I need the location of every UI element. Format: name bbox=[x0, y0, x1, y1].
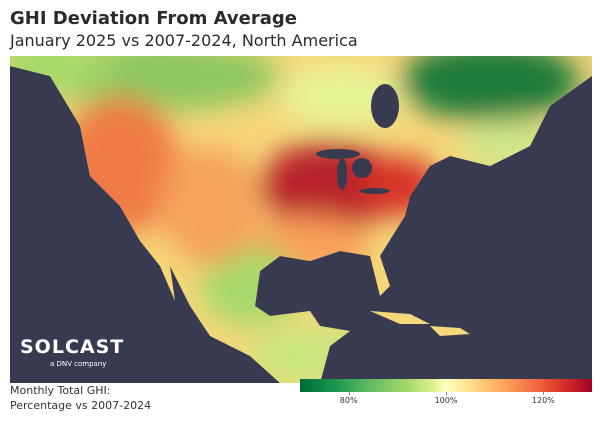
tick-mark bbox=[446, 392, 447, 395]
great-lakes bbox=[316, 84, 399, 194]
legend-label: Monthly Total GHI: Percentage vs 2007-20… bbox=[10, 383, 151, 413]
solcast-logo: SOLCAST a DNV company bbox=[20, 336, 124, 368]
legend-label-line1: Monthly Total GHI: bbox=[10, 384, 111, 397]
tick-mark bbox=[543, 392, 545, 395]
land-heatmap bbox=[10, 56, 592, 383]
color-scale-bar bbox=[300, 379, 592, 392]
ghi-deviation-map: SOLCAST a DNV company bbox=[10, 56, 592, 383]
map-title: GHI Deviation From Average bbox=[10, 8, 297, 29]
logo-name: SOLCAST bbox=[20, 336, 125, 358]
logo-tagline: a DNV company bbox=[50, 360, 107, 368]
map-subtitle: January 2025 vs 2007-2024, North America bbox=[10, 31, 358, 50]
tick-label: 120% bbox=[531, 396, 555, 405]
tick-mark bbox=[348, 392, 350, 395]
legend-label-line2: Percentage vs 2007-2024 bbox=[10, 399, 152, 412]
tick-label: 100% bbox=[434, 396, 458, 405]
tick-label: 80% bbox=[339, 396, 358, 405]
